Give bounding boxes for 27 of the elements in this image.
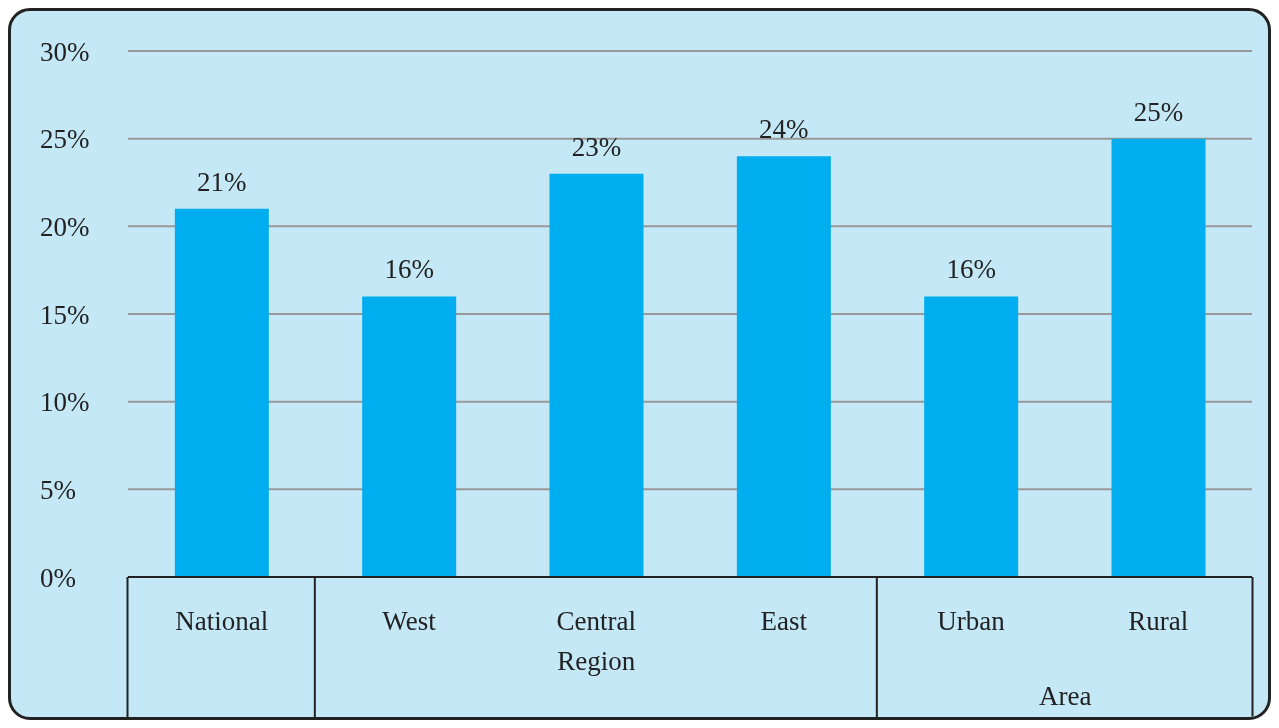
data-label: 25% [1133,96,1184,127]
data-label: 16% [384,254,434,285]
y-tick-label: 0% [40,562,76,593]
x-tick-label: Rural [1128,606,1189,636]
bar [1111,138,1206,577]
x-tick-label: Urban [937,606,1006,636]
x-tick-label: National [175,606,269,636]
bar [362,296,457,577]
y-tick-label: 20% [40,211,90,242]
x-tick-label: East [760,606,808,636]
x-tick-label: Central [556,606,637,636]
bar [174,208,269,577]
y-tick-label: 10% [40,387,90,418]
data-label: 21% [197,166,247,197]
y-tick-label: 30% [40,36,90,67]
y-tick-label: 25% [40,124,90,155]
y-tick-label: 15% [40,299,90,330]
bar [924,296,1019,577]
y-tick-label: 5% [40,474,76,505]
data-label: 16% [946,254,996,285]
data-label: 24% [759,114,809,145]
bar [549,173,644,577]
bar [736,156,831,577]
x-tick-label: West [382,606,437,636]
data-label: 23% [571,131,622,162]
text: Area [1038,681,1092,711]
text: Region [557,646,636,676]
